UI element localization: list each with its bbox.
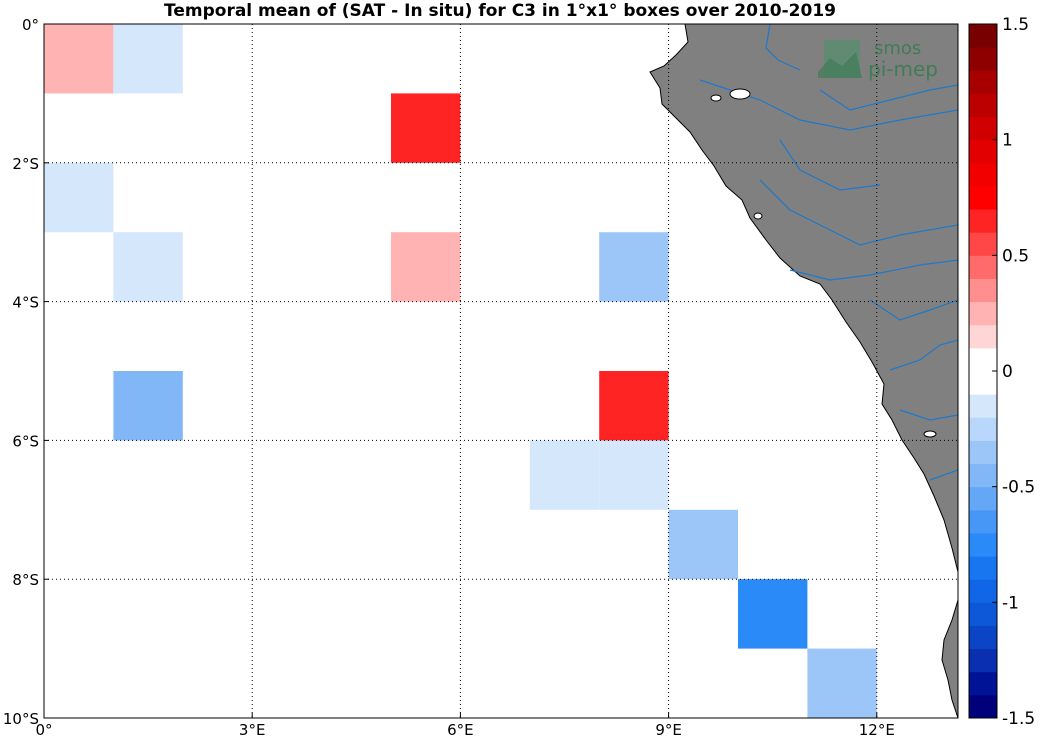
y-tick-label: 4°S — [12, 294, 39, 312]
grid-cell — [599, 232, 669, 302]
grid-cell — [44, 162, 114, 233]
colorbar-segment — [969, 694, 997, 719]
colorbar-tick-label: 1.5 — [1002, 15, 1029, 35]
logo-text-line2: pi-mep — [868, 57, 938, 81]
plot-frame — [43, 23, 959, 719]
colorbar-segment — [969, 139, 997, 164]
logo-text-line1: smos — [874, 38, 921, 59]
colorbar-segment — [969, 209, 997, 233]
colorbar-segment — [969, 93, 997, 118]
colorbar-segment — [969, 556, 997, 580]
grid-cell — [44, 24, 114, 94]
grid-cell — [599, 440, 669, 510]
grid-cell — [391, 93, 461, 163]
colorbar-segment — [969, 463, 997, 488]
colorbar-segment — [969, 47, 997, 71]
x-tick-label: 9°E — [655, 721, 682, 738]
y-tick-label: 6°S — [12, 432, 39, 450]
colorbar-tick-label: -0.5 — [1002, 478, 1035, 498]
grid-lines — [44, 24, 958, 718]
grid-cell — [807, 648, 877, 718]
lakes — [710, 88, 937, 438]
x-tick-label: 12°E — [859, 721, 895, 738]
colorbar-segment — [969, 301, 997, 326]
grid-cell — [668, 509, 738, 580]
grid-cell — [738, 579, 808, 649]
grid-cell — [113, 371, 183, 441]
y-tick-label: 0° — [22, 16, 39, 34]
axis-ticks: 0° 3°E 6°E 9°E 12°E 0° 2°S 4°S 6°S 8°S 10°S — [3, 16, 895, 738]
land-mass — [649, 24, 958, 573]
colorbar-tick-label: 0 — [1002, 362, 1013, 382]
colorbar-segment — [969, 116, 997, 141]
colorbar-segment — [969, 394, 997, 418]
colorbar-tick-label: 1 — [1002, 131, 1013, 151]
y-tick-label: 10°S — [3, 710, 39, 728]
grid-cell — [599, 371, 669, 441]
colorbar-segment — [969, 417, 997, 441]
colorbar-segment — [969, 24, 997, 48]
colorbar-segment — [969, 278, 997, 303]
logo: smos pi-mep — [818, 38, 938, 81]
colorbar-segment — [969, 579, 997, 603]
colorbar-segment — [969, 371, 997, 395]
colorbar-tick-label: -1 — [1002, 593, 1019, 613]
grid-cell — [391, 232, 461, 302]
grid-cell — [113, 24, 183, 94]
colorbar-segment — [969, 671, 997, 696]
colorbar-segment — [969, 440, 997, 465]
y-tick-label: 2°S — [12, 155, 39, 173]
colorbar-segment — [969, 255, 997, 279]
y-tick-label: 8°S — [12, 571, 39, 589]
colorbar-segment — [969, 532, 997, 557]
colorbar-segment — [969, 509, 997, 534]
grid-cell — [529, 440, 600, 510]
colorbar-tick-label: 0.5 — [1002, 246, 1029, 266]
colorbar-segment — [969, 602, 997, 626]
colorbar-segment — [969, 70, 997, 94]
colorbar-segment — [969, 648, 997, 673]
land-mass-south — [941, 599, 958, 718]
data-cells — [44, 24, 877, 718]
colorbar-segment — [969, 324, 997, 349]
colorbar-tick-label: -1.5 — [1002, 709, 1035, 729]
colorbar-segment — [969, 347, 997, 372]
x-tick-label: 6°E — [447, 721, 474, 738]
x-tick-label: 0° — [35, 721, 52, 738]
colorbar-segment — [969, 625, 997, 650]
chart-title: Temporal mean of (SAT - In situ) for C3 … — [164, 1, 836, 21]
colorbar-segment — [969, 162, 997, 187]
x-tick-label: 3°E — [239, 721, 266, 738]
colorbar-segment — [969, 486, 997, 511]
rivers — [699, 24, 958, 481]
logo-waves-icon — [818, 52, 862, 78]
colorbar-segment — [969, 185, 997, 210]
colorbar-segment — [969, 232, 997, 256]
grid-cell — [113, 232, 183, 302]
